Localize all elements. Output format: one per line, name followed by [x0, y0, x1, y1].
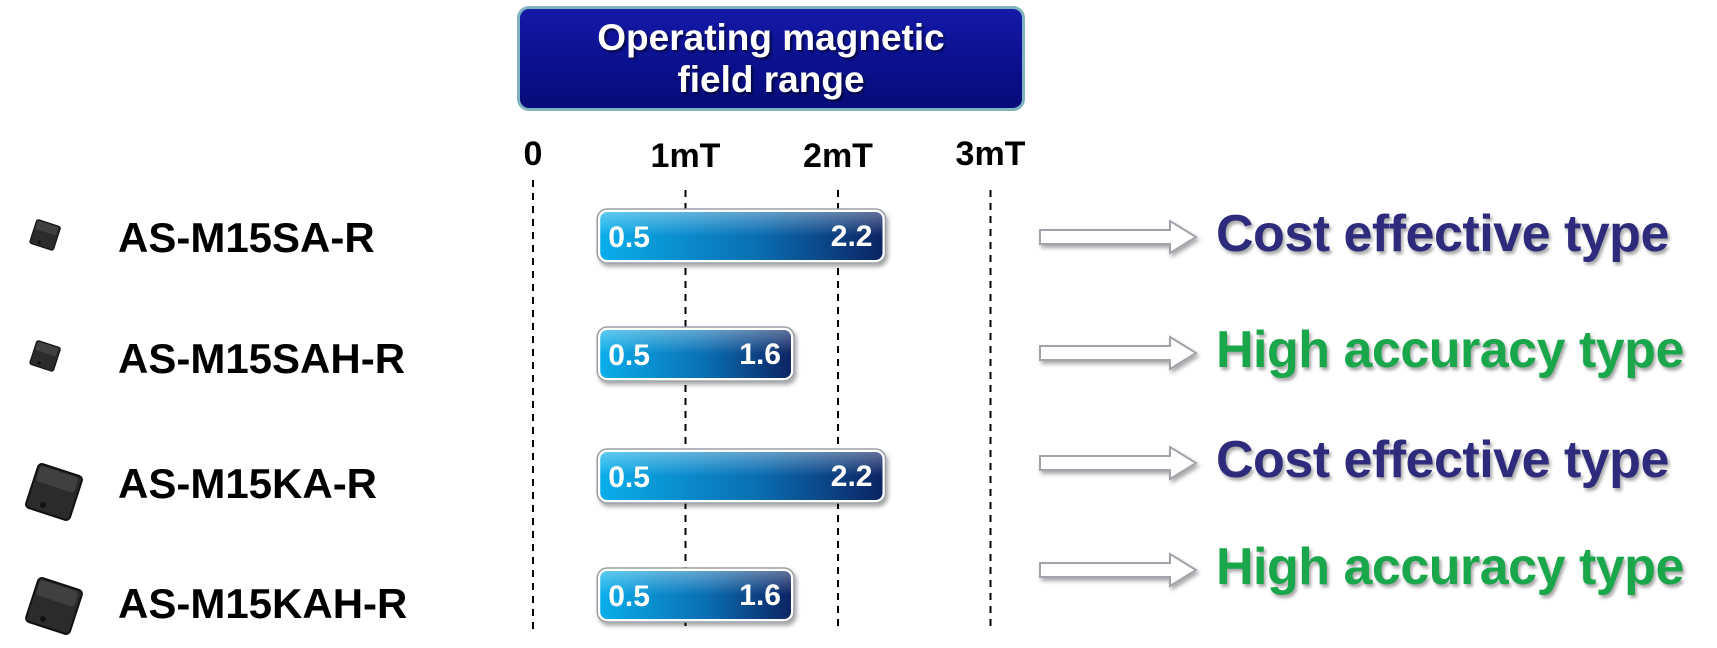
arrow-right-icon [1039, 445, 1198, 481]
product-name: AS-M15SA-R [118, 214, 375, 261]
arrow-right-icon [1039, 552, 1198, 588]
x-tick-label: 1mT [651, 137, 721, 175]
arrow-right-icon [1039, 335, 1198, 371]
range-bar-2: 0.5 2.2 [596, 448, 887, 504]
range-bar-0: 0.5 2.2 [596, 208, 887, 264]
range-max-label: 2.2 [831, 460, 873, 493]
range-bar-3: 0.5 1.6 [596, 567, 795, 623]
header-line-1: Operating magnetic [597, 16, 945, 58]
chip-package-icon [17, 573, 87, 648]
x-tick-label: 2mT [803, 137, 873, 175]
x-tick-label: 3mT [956, 135, 1026, 173]
product-type-label: Cost effective type [1216, 431, 1669, 489]
product-name: AS-M15KA-R [118, 460, 378, 507]
header-line-2: field range [677, 58, 865, 100]
range-min-label: 0.5 [608, 221, 650, 254]
x-tick-label: 0 [524, 135, 543, 173]
range-min-label: 0.5 [608, 580, 650, 613]
product-name: AS-M15KAH-R [118, 580, 408, 627]
range-bar-1: 0.5 1.6 [596, 326, 795, 382]
range-min-label: 0.5 [608, 461, 650, 494]
product-type-label: High accuracy type [1216, 321, 1684, 379]
range-max-label: 2.2 [831, 220, 873, 253]
chip-package-icon [25, 338, 63, 381]
header-title-box: Operating magnetic field range [517, 6, 1025, 111]
chip-package-icon [25, 217, 63, 260]
range-max-label: 1.6 [739, 338, 781, 371]
product-type-label: High accuracy type [1216, 538, 1684, 596]
chip-package-icon [17, 459, 87, 534]
range-max-label: 1.6 [739, 579, 781, 612]
arrow-right-icon [1039, 219, 1198, 255]
product-name: AS-M15SAH-R [118, 335, 406, 382]
product-type-label: Cost effective type [1216, 205, 1669, 263]
range-min-label: 0.5 [608, 339, 650, 372]
